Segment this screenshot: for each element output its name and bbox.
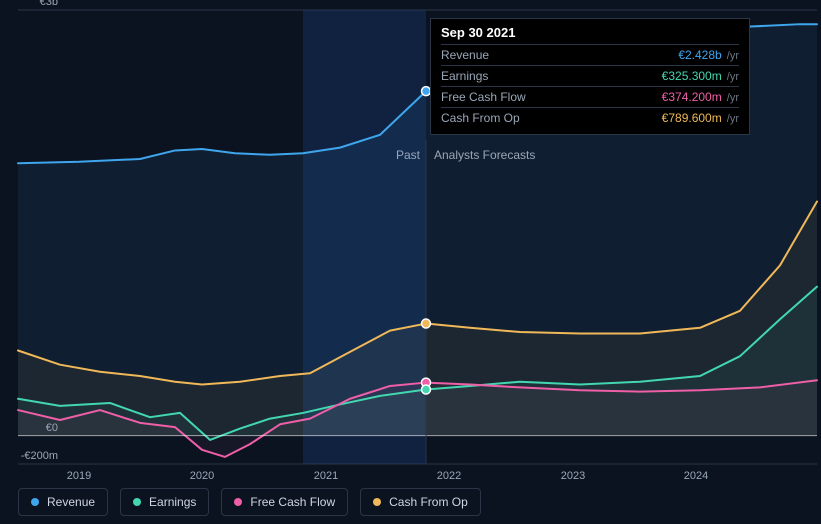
tooltip-row-label: Revenue — [441, 48, 489, 62]
forecast-label: Analysts Forecasts — [434, 148, 535, 162]
tooltip-row: Free Cash Flow €374.200m /yr — [441, 86, 739, 107]
tooltip-row: Revenue €2.428b /yr — [441, 44, 739, 65]
legend-dot-icon — [373, 498, 381, 506]
legend-dot-icon — [31, 498, 39, 506]
chart-legend: Revenue Earnings Free Cash Flow Cash From O… — [18, 488, 481, 516]
x-tick-label: 2022 — [437, 470, 461, 482]
legend-item-label: Cash From Op — [389, 495, 468, 509]
financial-chart: €3b €0 -€200m 2019 2020 2021 2022 2023 2024 Pas… — [0, 0, 821, 524]
x-tick-label: 2023 — [561, 470, 585, 482]
tooltip-row-unit: /yr — [724, 50, 739, 62]
legend-item-label: Earnings — [149, 495, 196, 509]
x-tick-label: 2019 — [67, 470, 91, 482]
tooltip-row-value: €325.300m — [662, 69, 722, 83]
legend-item-label: Revenue — [47, 495, 95, 509]
legend-item-free-cash-flow[interactable]: Free Cash Flow — [221, 488, 348, 516]
tooltip-row-value: €789.600m — [662, 111, 722, 125]
legend-item-revenue[interactable]: Revenue — [18, 488, 108, 516]
tooltip-row: Earnings €325.300m /yr — [441, 65, 739, 86]
x-tick-label: 2021 — [314, 470, 338, 482]
y-tick-label: -€200m — [18, 450, 58, 462]
tooltip-row-unit: /yr — [724, 113, 739, 125]
legend-dot-icon — [234, 498, 242, 506]
x-tick-label: 2020 — [190, 470, 214, 482]
chart-tooltip: Sep 30 2021 Revenue €2.428b /yr Earnings €3… — [430, 18, 750, 135]
tooltip-row: Cash From Op €789.600m /yr — [441, 107, 739, 128]
legend-item-label: Free Cash Flow — [250, 495, 335, 509]
tooltip-row-label: Cash From Op — [441, 111, 520, 125]
legend-item-cash-from-op[interactable]: Cash From Op — [360, 488, 481, 516]
tooltip-row-unit: /yr — [724, 92, 739, 104]
legend-item-earnings[interactable]: Earnings — [120, 488, 209, 516]
tooltip-row-value: €2.428b — [678, 48, 721, 62]
tooltip-row-unit: /yr — [724, 71, 739, 83]
past-label: Past — [396, 148, 420, 162]
y-tick-label: €0 — [18, 422, 58, 434]
legend-dot-icon — [133, 498, 141, 506]
tooltip-date: Sep 30 2021 — [441, 25, 739, 44]
tooltip-row-label: Earnings — [441, 69, 488, 83]
y-tick-label: €3b — [18, 0, 58, 8]
tooltip-row-value: €374.200m — [662, 90, 722, 104]
tooltip-row-label: Free Cash Flow — [441, 90, 526, 104]
x-tick-label: 2024 — [684, 470, 708, 482]
